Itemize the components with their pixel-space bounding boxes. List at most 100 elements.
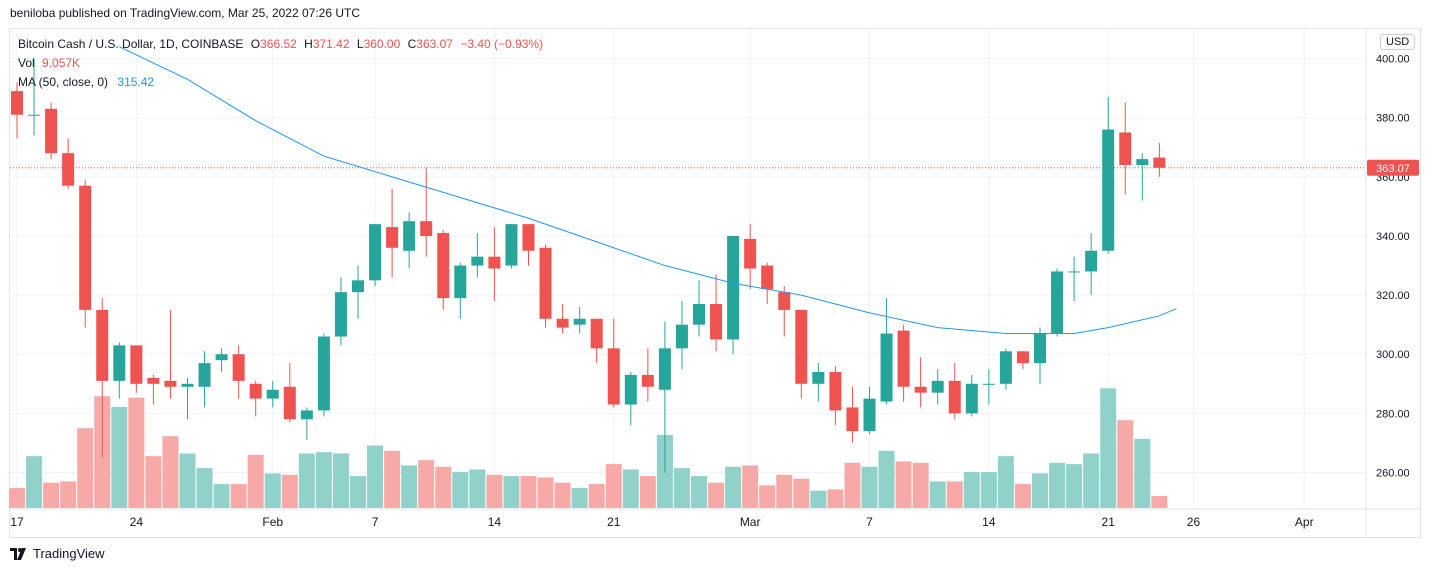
y-tick-label: 400.00 xyxy=(1376,54,1410,66)
candle xyxy=(113,342,126,399)
footer-brand[interactable]: TradingView xyxy=(10,546,105,561)
candle xyxy=(232,345,245,399)
candle xyxy=(454,262,467,319)
volume-bar xyxy=(350,476,366,508)
x-tick-label: Feb xyxy=(262,515,283,529)
candle xyxy=(624,371,637,426)
candle xyxy=(778,286,791,337)
volume-bar xyxy=(179,453,196,508)
candle-body xyxy=(369,224,382,281)
candle xyxy=(283,363,296,423)
candle-body xyxy=(812,371,825,384)
candle xyxy=(420,167,433,257)
candle-body xyxy=(352,280,364,293)
candle xyxy=(1085,233,1098,296)
candle xyxy=(130,345,143,393)
candle-body xyxy=(607,348,620,405)
high-label: H xyxy=(304,37,313,51)
candle-body xyxy=(232,354,245,381)
candle-body xyxy=(283,386,296,420)
candle xyxy=(79,179,92,328)
candle xyxy=(573,306,586,334)
candle-body xyxy=(539,247,552,319)
candle xyxy=(556,303,569,334)
volume-bar xyxy=(997,456,1014,508)
volume-bar xyxy=(162,436,179,508)
candle xyxy=(863,386,876,435)
candle xyxy=(607,318,620,408)
candle-body xyxy=(79,185,92,310)
candle-body xyxy=(1016,351,1029,364)
candle xyxy=(1102,97,1115,254)
candle xyxy=(761,262,774,304)
volume-bar xyxy=(26,456,43,508)
candle-body xyxy=(505,224,518,266)
volume-bar xyxy=(759,485,776,508)
candle-body xyxy=(982,383,995,385)
candle-body xyxy=(334,292,347,337)
candles xyxy=(11,58,1166,473)
candle xyxy=(488,227,501,302)
ma-label: MA (50, close, 0) xyxy=(18,75,109,89)
currency-button[interactable]: USD xyxy=(1380,34,1416,50)
x-tick-label: 17 xyxy=(10,515,24,529)
volume-bar xyxy=(537,477,554,508)
volume-bar xyxy=(742,465,759,508)
volume-bar xyxy=(486,474,503,508)
candle xyxy=(539,244,552,328)
candle xyxy=(693,280,705,337)
candle-body xyxy=(761,265,774,290)
candle xyxy=(1153,143,1166,177)
x-tick-label: 24 xyxy=(130,515,144,529)
candle-body xyxy=(778,292,791,310)
volume-bar xyxy=(520,476,537,508)
candle xyxy=(658,321,671,473)
x-tick-label: 14 xyxy=(982,515,996,529)
x-tick-label: 7 xyxy=(866,515,873,529)
volume-bar xyxy=(912,462,929,508)
volume-bar xyxy=(1100,388,1117,508)
open-label: O xyxy=(250,37,261,51)
candle xyxy=(727,235,740,355)
candle-body xyxy=(710,303,723,340)
volume-bar xyxy=(793,478,810,508)
volume-bar xyxy=(844,462,861,508)
volume-bar xyxy=(673,468,690,508)
x-tick-label: 26 xyxy=(1187,515,1201,529)
volume-bar xyxy=(980,472,997,508)
candle-body xyxy=(658,348,671,390)
candle xyxy=(795,309,808,399)
candle xyxy=(386,188,399,278)
close-value: 363.07 xyxy=(416,37,453,51)
open-value: 366.52 xyxy=(260,37,297,51)
ohlc-row: Bitcoin Cash / U.S. Dollar, 1D, COINBASE… xyxy=(18,35,543,54)
candle-body xyxy=(1085,250,1098,272)
volume-bar xyxy=(1151,496,1168,508)
x-tick-label: Mar xyxy=(740,515,761,529)
candle xyxy=(965,374,978,417)
volume-bar xyxy=(384,450,401,508)
candle-body xyxy=(897,330,910,387)
price-axis: 260.00280.00300.00320.00340.00360.00380.… xyxy=(1376,54,1410,480)
high-value: 371.42 xyxy=(312,37,350,51)
y-tick-label: 280.00 xyxy=(1376,408,1410,420)
volume-bar xyxy=(1134,438,1151,508)
y-tick-label: 340.00 xyxy=(1376,231,1410,243)
volume-label: Vol xyxy=(18,56,35,70)
candle xyxy=(62,138,75,189)
chart-frame[interactable] xyxy=(9,28,1421,538)
candle xyxy=(1034,327,1046,384)
publisher-header: beniloba published on TradingView.com, M… xyxy=(10,6,360,20)
candle-body xyxy=(113,345,126,381)
candle-body xyxy=(675,324,688,349)
candle-body xyxy=(11,91,23,115)
volume-bar xyxy=(503,476,520,508)
candle-body xyxy=(1034,333,1046,364)
symbol-label: Bitcoin Cash / U.S. Dollar, 1D, COINBASE xyxy=(18,37,244,51)
candle-body xyxy=(181,383,194,387)
candle-body xyxy=(130,345,143,384)
candle xyxy=(437,230,450,310)
candle-body xyxy=(454,265,467,299)
candle xyxy=(948,363,961,420)
